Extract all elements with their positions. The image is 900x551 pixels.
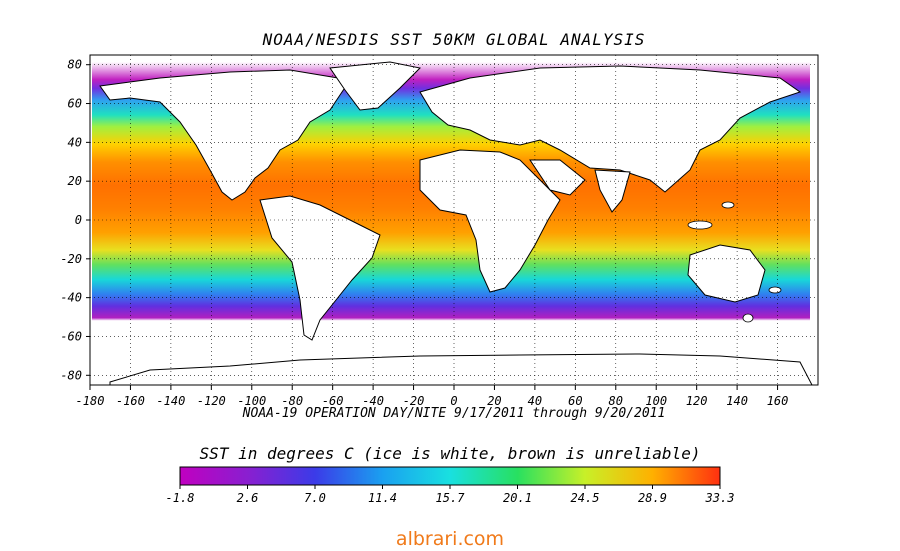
- lon-tick-label: 120: [686, 394, 708, 408]
- lon-tick-label: -20: [403, 394, 425, 408]
- colorbar-tick-label: 15.7: [436, 491, 466, 505]
- lon-tick-label: -140: [156, 394, 185, 408]
- chart-subtitle: NOAA-19 OPERATION DAY/NITE 9/17/2011 thr…: [242, 406, 666, 421]
- latitude-tick-labels: 80 60 40 20 0 -20 -40 -60 -80: [60, 58, 90, 382]
- lat-tick-label: -80: [60, 368, 82, 382]
- colorbar: [179, 466, 721, 486]
- north-america: [99, 69, 351, 201]
- colorbar-tick-label: 20.1: [503, 491, 532, 505]
- lon-tick-label: -160: [116, 394, 145, 408]
- lat-tick-label: -40: [60, 291, 82, 305]
- chart-title: NOAA/NESDIS SST 50KM GLOBAL ANALYSIS: [262, 30, 646, 49]
- lon-tick-label: 60: [568, 394, 582, 408]
- greenland: [329, 61, 422, 111]
- lon-tick-label: 100: [645, 394, 667, 408]
- colorbar-title: SST in degrees C (ice is white, brown is…: [199, 444, 701, 463]
- colorbar-tick-label: 11.4: [368, 491, 397, 505]
- colorbar-tick-label: 2.6: [237, 491, 259, 505]
- lat-tick-label: 0: [75, 213, 82, 227]
- south-america: [259, 195, 381, 341]
- colorbar-tick-label: 24.5: [571, 491, 600, 505]
- lat-tick-label: 80: [68, 58, 82, 72]
- australia: [687, 244, 766, 303]
- lon-tick-label: 0: [450, 394, 457, 408]
- lon-tick-label: 20: [487, 394, 501, 408]
- lon-tick-label: -180: [76, 394, 105, 408]
- lon-tick-label: 80: [609, 394, 623, 408]
- africa: [419, 149, 561, 293]
- watermark: albrari.com: [395, 528, 505, 550]
- colorbar-tick-labels: -1.8 2.6 7.0 11.4 15.7 20.1 24.5 28.9 33.3: [166, 485, 735, 505]
- lon-tick-label: 160: [767, 394, 789, 408]
- colorbar-tick-label: 28.9: [638, 491, 667, 505]
- colorbar-tick-label: 7.0: [304, 491, 326, 505]
- lon-tick-label: 40: [528, 394, 542, 408]
- lat-tick-label: 60: [68, 97, 82, 111]
- antarctica: [109, 353, 813, 385]
- colorbar-tick-label: -1.8: [166, 491, 195, 505]
- longitude-tick-labels: -180 -160 -140 -120 -100 -80 -60 -40 -20 0 20 40 60 8…: [76, 385, 789, 408]
- lon-tick-label: -60: [322, 394, 344, 408]
- india: [594, 169, 631, 213]
- colorbar-tick-label: 33.3: [705, 491, 735, 505]
- eurasia: [419, 65, 802, 193]
- lon-tick-label: -100: [237, 394, 266, 408]
- lon-tick-label: -80: [281, 394, 303, 408]
- arabia: [529, 159, 586, 196]
- lat-tick-label: -60: [60, 329, 82, 343]
- lon-tick-label: 140: [726, 394, 748, 408]
- lon-tick-label: -40: [362, 394, 384, 408]
- lat-tick-label: -20: [60, 252, 82, 266]
- lat-tick-label: 40: [68, 135, 82, 149]
- lon-tick-label: -120: [197, 394, 226, 408]
- grid-lines: [90, 55, 818, 385]
- colorbar-gradient: [179, 466, 721, 486]
- lat-tick-label: 20: [68, 174, 82, 188]
